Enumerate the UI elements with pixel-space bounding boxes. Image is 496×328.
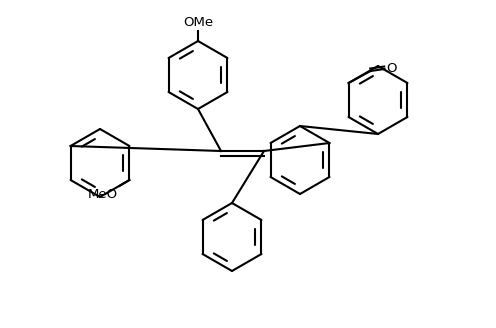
Text: O: O — [386, 63, 397, 75]
Text: OMe: OMe — [183, 16, 213, 29]
Text: MeO: MeO — [87, 188, 118, 201]
